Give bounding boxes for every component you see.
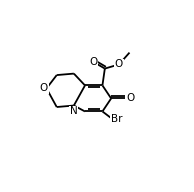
Text: O: O [126,94,134,103]
Text: O: O [90,57,98,67]
Text: O: O [40,83,48,93]
Text: N: N [70,106,78,116]
Text: O: O [115,60,123,70]
Text: Br: Br [111,114,122,124]
